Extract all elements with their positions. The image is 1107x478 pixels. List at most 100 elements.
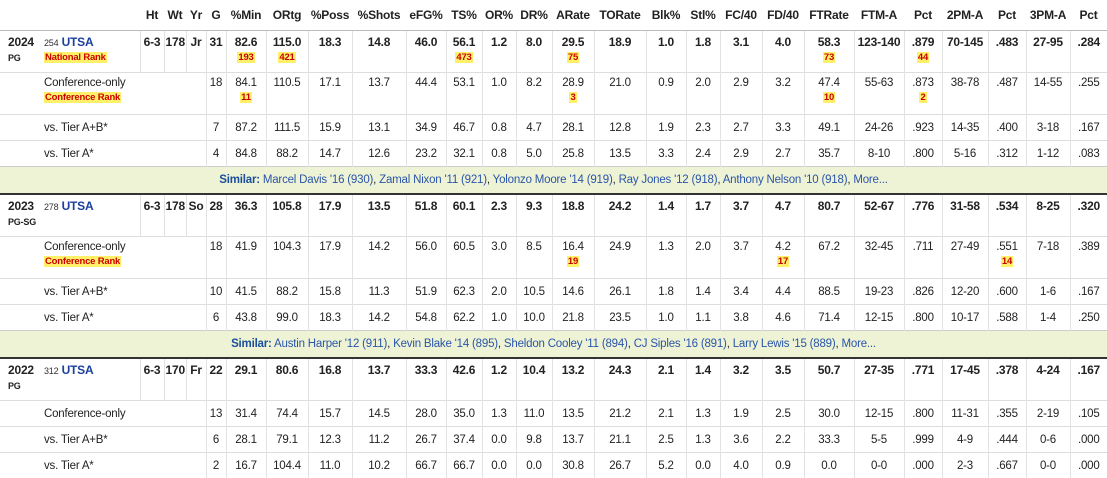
stat-cell: 0.8: [482, 115, 516, 141]
stat-cell: .534: [988, 194, 1026, 237]
stat-cell: 10-17: [942, 305, 988, 331]
stat-value: .483: [996, 35, 1019, 49]
similar-player[interactable]: Yolonzo Moore '14 (919): [493, 174, 613, 186]
stat-cell: 1.3: [646, 237, 686, 279]
team-rank: 254: [44, 38, 58, 48]
stat-value: 0.0: [695, 460, 710, 472]
column-header: %Shots: [352, 0, 406, 31]
stat-value: 18: [210, 241, 222, 253]
split-label: vs. Tier A+B*: [40, 279, 206, 305]
stat-cell: 2.1: [646, 358, 686, 401]
stat-cell: 2.1: [646, 401, 686, 427]
stat-value: 1.0: [658, 35, 674, 49]
stat-cell: 66.7: [446, 453, 482, 478]
stat-cell: 2.0: [482, 279, 516, 305]
stat-value: 22: [210, 363, 223, 377]
stat-cell: 13.7: [552, 427, 594, 453]
split-name: vs. Tier A+B*: [44, 122, 108, 134]
stat-value: 0.0: [491, 434, 506, 446]
stat-cell: 18.3: [308, 305, 352, 331]
stat-value: 1.7: [695, 199, 711, 213]
similar-player[interactable]: Sheldon Cooley '11 (894): [504, 338, 628, 350]
stat-value: 0.9: [658, 77, 673, 89]
stat-cell: 31-58: [942, 194, 988, 237]
stat-value: 11-31: [951, 408, 979, 420]
stat-cell: 11.0: [516, 401, 552, 427]
more-link[interactable]: More...: [842, 338, 876, 350]
stat-value: 12-20: [951, 286, 979, 298]
stat-cell: 5-5: [854, 427, 904, 453]
stat-cell: 10: [206, 279, 226, 305]
similar-player[interactable]: Kevin Blake '14 (895): [393, 338, 498, 350]
stat-cell: .378: [988, 358, 1026, 401]
stat-cell: 5-16: [942, 141, 988, 167]
stat-cell: 15.9: [308, 115, 352, 141]
stat-value: 4.7: [526, 122, 541, 134]
similar-player[interactable]: Anthony Nelson '10 (918): [723, 174, 848, 186]
similar-player[interactable]: Austin Harper '12 (911): [274, 338, 387, 350]
stat-cell: .083: [1070, 141, 1107, 167]
stat-cell: 4.4: [762, 279, 804, 305]
stat-cell: 54.8: [406, 305, 446, 331]
stat-value: .776: [912, 199, 935, 213]
stat-value: 1.3: [695, 434, 710, 446]
stat-cell: 1.8: [646, 279, 686, 305]
stat-cell: 41.9: [226, 237, 266, 279]
stat-value: 2.0: [695, 241, 710, 253]
stat-value: 52-67: [864, 199, 894, 213]
stat-cell: 33.3: [804, 427, 854, 453]
stat-cell: 30.8: [552, 453, 594, 478]
stat-cell: 3.2: [762, 73, 804, 115]
stat-value: 21.2: [609, 408, 631, 420]
stat-value: 10.5: [523, 286, 545, 298]
stat-value: .105: [1078, 408, 1100, 420]
stat-cell: 8-10: [854, 141, 904, 167]
stat-value: So: [189, 199, 204, 213]
stat-value: 10-17: [951, 312, 979, 324]
stat-value: 2.3: [491, 199, 507, 213]
stat-value: 99.0: [276, 312, 298, 324]
stat-value: 4.0: [733, 460, 748, 472]
stat-value: .600: [996, 286, 1018, 298]
stat-cell: 12-15: [854, 401, 904, 427]
stat-cell: 60.5: [446, 237, 482, 279]
team-name[interactable]: UTSA: [62, 199, 94, 213]
stat-value: 17.9: [319, 241, 341, 253]
stat-value: 82.6: [235, 35, 258, 49]
stat-cell: .400: [988, 115, 1026, 141]
team-name[interactable]: UTSA: [62, 35, 94, 49]
team-name[interactable]: UTSA: [62, 363, 94, 377]
stat-cell: 43.8: [226, 305, 266, 331]
stat-value: 27-35: [864, 363, 894, 377]
stat-value: 14.5: [368, 408, 390, 420]
similar-player[interactable]: Marcel Davis '16 (930): [263, 174, 373, 186]
stat-cell: 2.0: [686, 237, 720, 279]
stat-value: .167: [1078, 286, 1100, 298]
stat-cell: 8-25: [1026, 194, 1070, 237]
similar-player[interactable]: CJ Siples '16 (891): [634, 338, 727, 350]
stat-cell: 14.6: [552, 279, 594, 305]
similar-label: Similar:: [231, 338, 272, 350]
stat-cell: 13.5: [352, 194, 406, 237]
stat-cell: 1-4: [1026, 305, 1070, 331]
more-link[interactable]: More...: [853, 174, 887, 186]
empty-cell: [0, 115, 40, 141]
stat-value: 3.0: [491, 241, 506, 253]
similar-player[interactable]: Ray Jones '12 (918): [619, 174, 718, 186]
stat-cell: 15.7: [308, 401, 352, 427]
stat-value: 2-19: [1037, 408, 1059, 420]
stat-value: 33.3: [415, 363, 438, 377]
stat-cell: 3.1: [720, 31, 762, 73]
column-header: %Poss: [308, 0, 352, 31]
stat-value: 2.5: [658, 434, 673, 446]
position: PG: [8, 381, 39, 391]
similar-player[interactable]: Larry Lewis '15 (889): [733, 338, 836, 350]
stat-value: 1-12: [1037, 148, 1059, 160]
similar-player[interactable]: Zamal Nixon '11 (921): [379, 174, 487, 186]
column-header: %Min: [226, 0, 266, 31]
stat-cell: 8.2: [516, 73, 552, 115]
stat-cell: .444: [988, 427, 1026, 453]
